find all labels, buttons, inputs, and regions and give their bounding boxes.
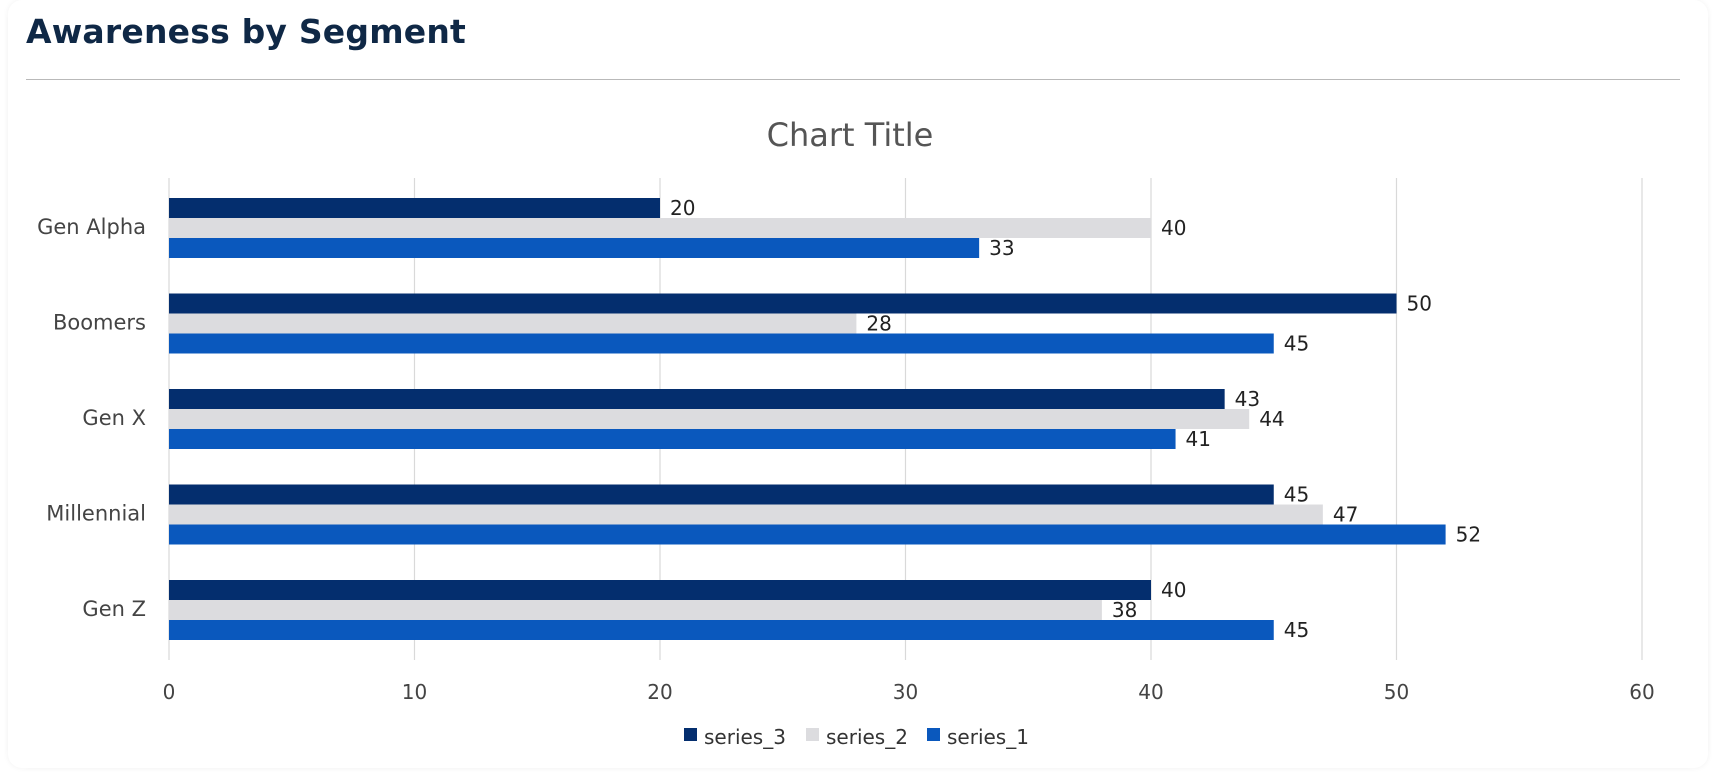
x-tick-label: 20 — [647, 680, 672, 704]
data-label: 52 — [1456, 523, 1481, 547]
x-tick-label: 50 — [1384, 680, 1409, 704]
legend-swatch — [806, 728, 819, 741]
bar-series_3 — [169, 484, 1274, 505]
data-label: 44 — [1259, 407, 1284, 431]
category-label: Boomers — [53, 311, 146, 335]
bar-series_1 — [169, 429, 1176, 449]
legend-label: series_3 — [704, 725, 786, 749]
x-tick-label: 60 — [1629, 680, 1654, 704]
bar-series_1 — [169, 524, 1446, 545]
chart-title: Chart Title — [767, 116, 934, 154]
header-divider — [26, 79, 1680, 80]
category-label: Gen Z — [82, 597, 146, 621]
legend: series_3 series_2 series_1 — [684, 725, 1029, 749]
bar-series_3 — [169, 198, 660, 218]
bar-series_1 — [169, 238, 980, 258]
data-label: 40 — [1161, 578, 1186, 602]
x-tick-label: 0 — [163, 680, 176, 704]
legend-swatch — [927, 728, 940, 741]
bar-series_3 — [169, 293, 1397, 314]
bar-series_2 — [169, 409, 1250, 429]
bars — [169, 198, 1446, 640]
bar-series_3 — [169, 580, 1151, 600]
category-label: Millennial — [46, 502, 146, 526]
legend-label: series_1 — [947, 725, 1029, 749]
data-label: 43 — [1235, 387, 1260, 411]
x-tick-label: 30 — [893, 680, 918, 704]
data-label: 28 — [866, 312, 891, 336]
x-tick-label: 40 — [1138, 680, 1163, 704]
data-label: 33 — [989, 236, 1014, 260]
card-title: Awareness by Segment — [26, 12, 467, 51]
category-label: Gen Alpha — [37, 215, 146, 239]
legend-swatch — [684, 728, 697, 741]
data-label: 45 — [1284, 332, 1309, 356]
category-label: Gen X — [82, 406, 146, 430]
bar-series_1 — [169, 620, 1274, 640]
bar-series_2 — [169, 313, 857, 334]
data-label: 20 — [670, 196, 695, 220]
bar-series_3 — [169, 389, 1225, 409]
bar-series_2 — [169, 504, 1323, 525]
category-labels: Gen Alpha Boomers Gen X Millennial Gen Z — [37, 215, 146, 621]
bar-series_2 — [169, 600, 1102, 620]
x-tick-label: 10 — [402, 680, 427, 704]
data-label: 45 — [1284, 483, 1309, 507]
data-label: 50 — [1407, 292, 1432, 316]
data-label: 47 — [1333, 503, 1358, 527]
data-label: 41 — [1186, 427, 1211, 451]
data-label: 38 — [1112, 598, 1137, 622]
bar-series_2 — [169, 218, 1151, 238]
data-label: 45 — [1284, 618, 1309, 642]
legend-label: series_2 — [826, 725, 908, 749]
data-label: 40 — [1161, 216, 1186, 240]
x-tick-labels: 0 10 20 30 40 50 60 — [163, 680, 1655, 704]
bar-series_1 — [169, 333, 1274, 354]
